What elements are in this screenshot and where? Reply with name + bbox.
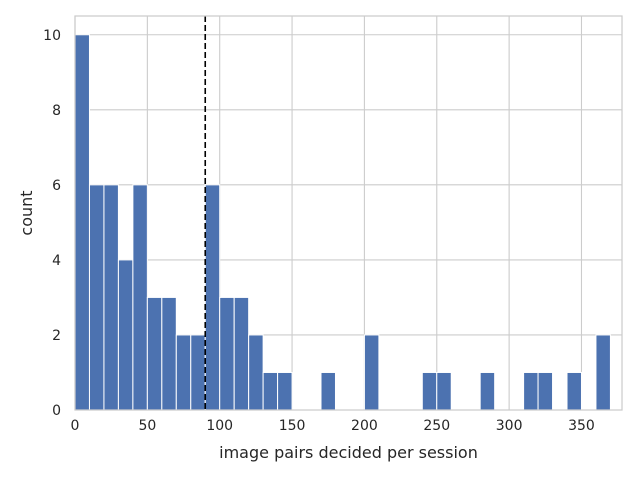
histogram-bar: [363, 334, 380, 411]
y-tick-label: 2: [52, 328, 61, 344]
histogram-bar: [248, 334, 264, 411]
histogram-bar: [537, 371, 554, 411]
x-tick-label: 100: [206, 418, 233, 434]
histogram-bar: [204, 184, 221, 411]
histogram-bar: [262, 371, 279, 411]
histogram-bar: [117, 259, 134, 411]
histogram-bar: [146, 296, 163, 411]
tick-labels: 0 50 100 150 200 250 300 350 0 2 4 6 8 10: [43, 28, 595, 434]
histogram-bar: [479, 371, 496, 411]
y-tick-label: 0: [52, 403, 61, 419]
x-axis-label: image pairs decided per session: [219, 443, 478, 462]
histogram-bar: [436, 371, 452, 411]
y-tick-label: 10: [43, 28, 61, 44]
histogram-bar: [132, 184, 148, 411]
histogram-bar: [233, 296, 250, 411]
y-axis-label: count: [17, 190, 36, 235]
x-tick-label: 200: [351, 418, 378, 434]
histogram-bar: [161, 296, 177, 411]
x-tick-label: 150: [279, 418, 306, 434]
x-tick-label: 300: [496, 418, 523, 434]
histogram-bar: [175, 334, 192, 411]
histogram-bar: [566, 371, 582, 411]
histogram-bar: [74, 34, 90, 411]
x-tick-label: 350: [568, 418, 595, 434]
histogram-bar: [523, 371, 539, 411]
histogram-bar: [88, 184, 105, 411]
y-tick-label: 6: [52, 178, 61, 194]
histogram-bar: [277, 371, 293, 411]
plot-frame: [74, 15, 623, 411]
histogram-bar: [595, 334, 611, 411]
x-tick-label: 50: [138, 418, 156, 434]
histogram-bar: [421, 371, 438, 411]
y-tick-label: 4: [52, 253, 61, 269]
x-tick-label: 0: [71, 418, 80, 434]
histogram-bar: [320, 371, 336, 411]
histogram-bar: [103, 184, 119, 411]
x-tick-label: 250: [423, 418, 450, 434]
histogram-bar: [190, 334, 206, 411]
y-tick-label: 8: [52, 103, 61, 119]
histogram-bar: [219, 296, 235, 411]
